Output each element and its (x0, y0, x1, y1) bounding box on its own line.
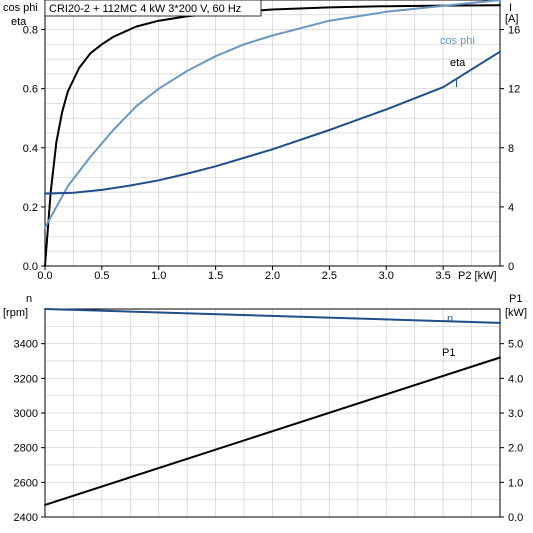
right-tick-label: 4 (508, 202, 514, 214)
label-cosphi: cos phi (440, 35, 475, 47)
bottom-panel-grid (45, 309, 500, 517)
x-tick-label: 0.0 (37, 270, 52, 282)
x-tick-label: 1.5 (208, 270, 223, 282)
top-panel-ticks: 0.0 0.2 0.4 0.6 0.8 0 4 8 12 16 0.0 0.5 1.0 1.5 2.0 2.5… (23, 25, 521, 282)
right-tick-label: 5.0 (508, 339, 523, 351)
left-tick-label: 3200 (14, 373, 38, 385)
left-axis-label-eta: eta (11, 16, 27, 28)
right-tick-label: 8 (508, 143, 514, 155)
right-tick-label: 3.0 (508, 408, 523, 420)
bottom-panel-series (44, 308, 501, 506)
series-line-cos-phi (44, 0, 501, 229)
right-axis-label-i: I (509, 2, 512, 14)
label-p1: P1 (442, 347, 455, 359)
right-tick-label: 0 (508, 261, 514, 273)
left-tick-label: 3400 (14, 339, 38, 351)
right-axis-label-kw: [kW] (505, 307, 527, 319)
series-line-i (44, 50, 501, 195)
left-tick-label: 0.0 (23, 261, 38, 273)
top-panel-series (44, 0, 501, 267)
right-tick-label: 16 (508, 25, 520, 37)
series-line-n (44, 308, 501, 324)
x-axis-label: P2 [kW] (458, 270, 497, 282)
left-axis-label-rpm: [rpm] (3, 307, 28, 319)
series-line-eta (44, 4, 501, 267)
left-tick-label: 2800 (14, 443, 38, 455)
right-axis-label-a: [A] (505, 13, 518, 25)
left-axis-label-n: n (26, 293, 32, 305)
left-axis-label-cosphi: cos phi (3, 2, 38, 14)
right-tick-label: 12 (508, 84, 520, 96)
label-eta: eta (450, 57, 466, 69)
right-axis-label-p1: P1 (509, 293, 522, 305)
left-tick-label: 3000 (14, 408, 38, 420)
left-tick-label: 0.8 (23, 25, 38, 37)
right-tick-label: 2.0 (508, 443, 523, 455)
label-speed: n (447, 313, 453, 325)
left-tick-label: 2400 (14, 512, 38, 524)
x-tick-label: 1.0 (151, 270, 166, 282)
x-tick-label: 0.5 (94, 270, 109, 282)
title-box (44, 0, 262, 17)
left-tick-label: 0.4 (23, 143, 38, 155)
left-tick-label: 0.2 (23, 202, 38, 214)
right-tick-label: 1.0 (508, 477, 523, 489)
label-current: I (455, 78, 458, 90)
left-tick-label: 2600 (14, 477, 38, 489)
right-tick-label: 0.0 (508, 512, 523, 524)
x-tick-label: 2.0 (265, 270, 280, 282)
top-panel-grid (45, 0, 500, 266)
series-line-p1 (44, 356, 501, 506)
right-tick-label: 4.0 (508, 373, 523, 385)
x-tick-label: 3.5 (435, 270, 450, 282)
x-tick-label: 3.0 (379, 270, 394, 282)
left-tick-label: 0.6 (23, 84, 38, 96)
bottom-panel-ticks: 2400 2600 2800 3000 3200 3400 0.0 1.0 2.0 3.0 4.0 5… (14, 339, 524, 524)
chart-title: CRI20-2 + 112MC 4 kW 3*200 V, 60 Hz (49, 3, 241, 15)
x-tick-label: 2.5 (322, 270, 337, 282)
